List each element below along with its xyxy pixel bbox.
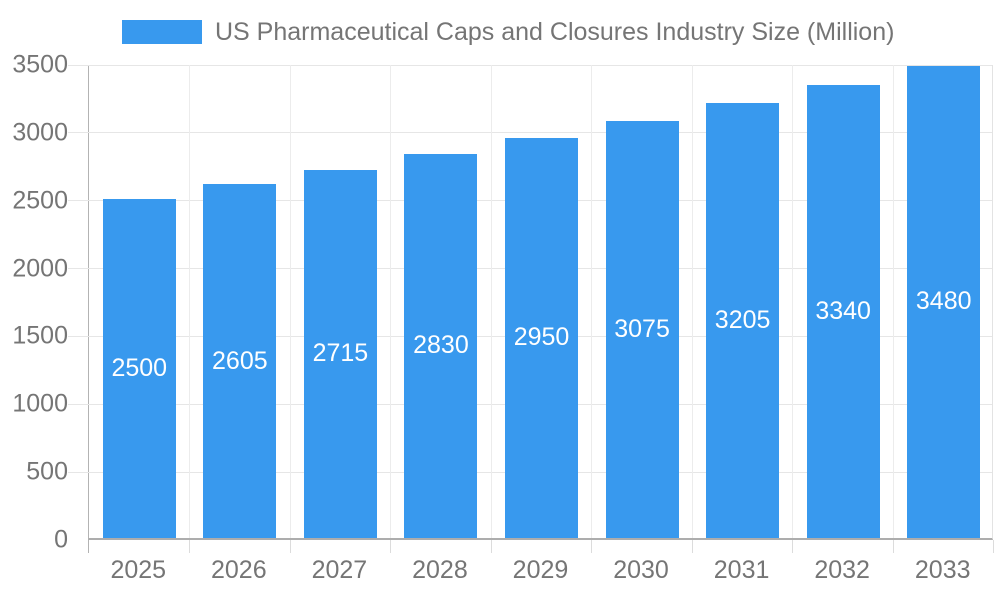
category-boundary-gridline xyxy=(892,65,894,538)
x-tick-label: 2032 xyxy=(814,556,870,584)
y-tick-label: 1000 xyxy=(12,389,68,418)
x-tick-label: 2025 xyxy=(110,556,167,584)
x-axis-tick xyxy=(390,540,392,553)
y-tick-label: 2000 xyxy=(12,254,68,283)
category-boundary-gridline xyxy=(490,65,492,538)
bar-2026: 2605 xyxy=(203,184,277,538)
bar-value-label: 2500 xyxy=(111,353,168,382)
x-axis-tick xyxy=(88,540,89,553)
bar-value-label: 2715 xyxy=(312,339,369,368)
x-axis-tick xyxy=(992,540,994,553)
x-tick-label: 2031 xyxy=(713,556,770,584)
x-tick-label: 2028 xyxy=(412,556,468,584)
x-axis-tick xyxy=(892,540,894,553)
bar-value-label: 3480 xyxy=(915,287,972,316)
bar-value-label: 2950 xyxy=(513,323,570,352)
y-tick-label: 500 xyxy=(26,457,68,486)
y-tick-label: 2500 xyxy=(12,186,68,215)
bar-value-label: 3075 xyxy=(614,314,670,343)
legend-label: US Pharmaceutical Caps and Closures Indu… xyxy=(215,18,895,46)
y-tick-label: 1500 xyxy=(12,321,68,350)
bar-2029: 2950 xyxy=(505,137,578,538)
x-tick-label: 2030 xyxy=(613,556,669,584)
bar-2030: 3075 xyxy=(605,120,679,538)
bar-2025: 2500 xyxy=(102,198,176,538)
bar-value-label: 3205 xyxy=(714,306,771,335)
x-axis-tick xyxy=(691,540,693,553)
y-gridline xyxy=(68,132,992,134)
legend-swatch xyxy=(122,20,202,44)
bar-2028: 2830 xyxy=(404,153,478,538)
y-tick-label: 3500 xyxy=(12,50,68,79)
y-tick-label: 3000 xyxy=(12,118,68,147)
category-boundary-gridline xyxy=(591,65,593,538)
x-tick-label: 2027 xyxy=(311,556,368,584)
x-tick-label: 2026 xyxy=(211,556,267,584)
x-tick-label: 2033 xyxy=(914,556,971,584)
category-boundary-gridline xyxy=(691,65,693,538)
y-gridline xyxy=(68,64,992,66)
bar-2032: 3340 xyxy=(806,84,880,538)
y-tick-label: 0 xyxy=(54,525,68,554)
bar-value-label: 3340 xyxy=(815,296,871,325)
bar-value-label: 2605 xyxy=(212,346,268,375)
plot-area: 2500 2605 2715 2830 2950 3075 3205 3340 3480 xyxy=(68,64,994,553)
category-boundary-gridline xyxy=(390,65,392,538)
x-axis-tick xyxy=(289,540,291,553)
bar-value-label: 2830 xyxy=(413,331,469,360)
x-axis-tick xyxy=(189,540,191,553)
x-axis-tick xyxy=(490,540,492,553)
category-boundary-gridline xyxy=(289,65,291,538)
bar-2031: 3205 xyxy=(706,103,780,538)
category-boundary-gridline xyxy=(792,65,794,538)
category-boundary-gridline xyxy=(189,65,191,538)
bar-2027: 2715 xyxy=(303,169,377,538)
x-axis-tick xyxy=(792,540,794,553)
bar-2033: 3480 xyxy=(907,65,981,538)
legend-item[interactable]: US Pharmaceutical Caps and Closures Indu… xyxy=(122,17,894,47)
x-tick-label: 2029 xyxy=(512,556,569,584)
x-axis-tick xyxy=(591,540,593,553)
